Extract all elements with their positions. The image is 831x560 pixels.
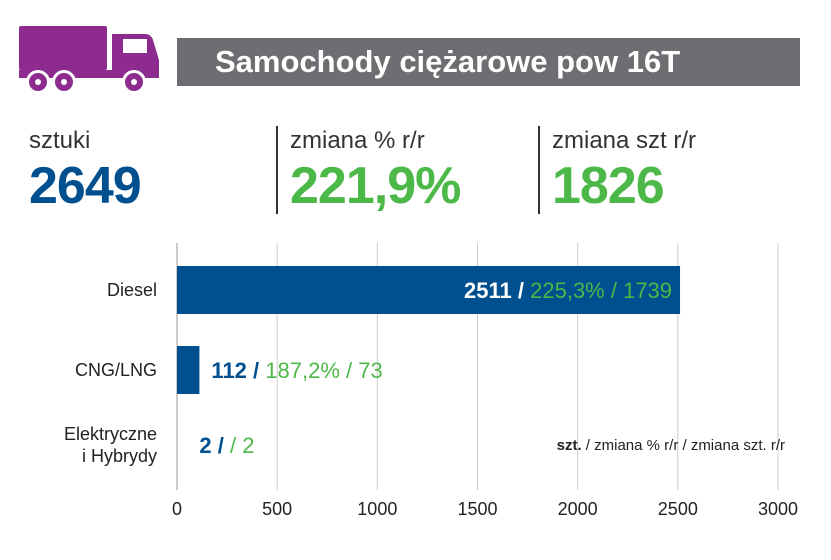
x-tick-label: 2000 xyxy=(558,499,598,519)
stat-percent-change-label: zmiana % r/r xyxy=(290,127,425,154)
category-label: Elektryczne i Hybrydy xyxy=(64,424,157,466)
stat-percent-change: zmiana % r/r 221,9% xyxy=(290,126,461,216)
bar xyxy=(177,346,200,394)
stat-percent-change-value: 221,9% xyxy=(290,157,461,215)
legend-note: szt. / zmiana % r/r / zmiana szt. r/r xyxy=(557,437,785,454)
stat-units-change-value: 1826 xyxy=(552,157,665,215)
category-label: CNG/LNG xyxy=(75,360,157,380)
stat-units-label: sztuki xyxy=(29,127,91,154)
bar-chart: 0 500 1000 1500 2000 2500 3000 Diesel 2511 / 225… xyxy=(64,243,798,519)
bar xyxy=(177,266,681,314)
stat-units-change-label: zmiana szt r/r xyxy=(552,127,697,154)
page-title: Samochody ciężarowe pow 16T xyxy=(177,38,800,86)
bar-value-label: 2511 / 225,3% / 1739 xyxy=(464,278,672,303)
category-label: Diesel xyxy=(107,280,157,300)
x-tick-label: 500 xyxy=(262,499,292,519)
x-tick-label: 2500 xyxy=(658,499,698,519)
x-tick-label: 1000 xyxy=(357,499,397,519)
x-tick-label: 0 xyxy=(172,499,182,519)
bar-value-label: 112 / 187,2% / 73 xyxy=(211,358,382,383)
stat-divider xyxy=(538,126,540,214)
stat-divider xyxy=(276,126,278,214)
x-tick-label: 3000 xyxy=(758,499,798,519)
bar-value-label: 2 / / 2 xyxy=(199,433,254,458)
stat-units: sztuki 2649 xyxy=(29,126,142,216)
truck-icon xyxy=(19,26,159,94)
stat-units-change: zmiana szt r/r 1826 xyxy=(552,126,696,216)
x-tick-label: 1500 xyxy=(457,499,497,519)
stat-units-value: 2649 xyxy=(29,157,142,215)
